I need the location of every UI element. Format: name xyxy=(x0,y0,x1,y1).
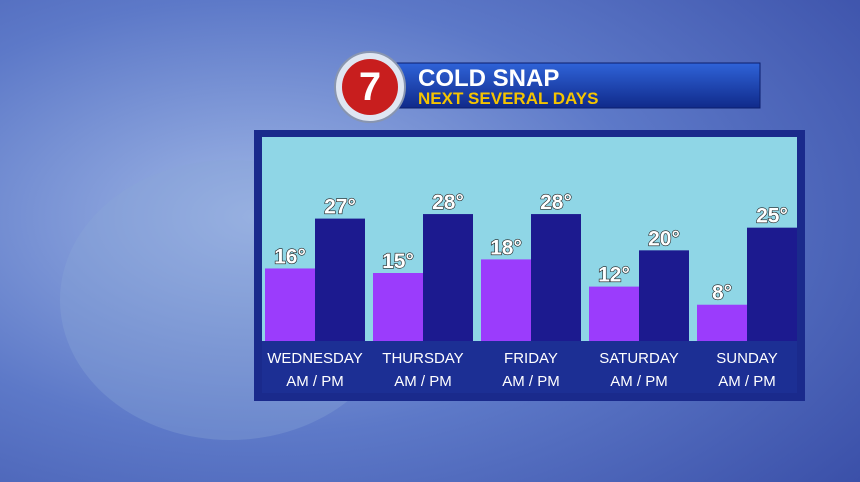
bar xyxy=(697,304,747,341)
value-label: 20° xyxy=(648,227,680,250)
bar xyxy=(531,214,581,341)
x-tick-label: SUNDAY xyxy=(716,350,777,367)
x-tick-label: FRIDAY xyxy=(504,350,558,367)
value-label: 16° xyxy=(274,245,306,268)
bar xyxy=(373,273,423,341)
header-banner xyxy=(387,62,761,109)
chart-subtitle: NEXT SEVERAL DAYS xyxy=(418,89,598,108)
bar xyxy=(747,227,797,341)
bar xyxy=(639,250,689,341)
bar xyxy=(315,218,365,341)
value-label: 8° xyxy=(712,282,732,305)
x-tick-sublabel: AM / PM xyxy=(610,373,668,390)
x-tick-label: WEDNESDAY xyxy=(267,350,363,367)
value-label: 27° xyxy=(324,196,356,219)
x-tick-sublabel: AM / PM xyxy=(394,373,452,390)
bar xyxy=(589,286,639,341)
value-label: 12° xyxy=(598,264,630,287)
value-label: 25° xyxy=(756,205,788,228)
label-area xyxy=(262,341,797,393)
bar xyxy=(481,259,531,341)
x-tick-sublabel: AM / PM xyxy=(718,373,776,390)
x-tick-label: THURSDAY xyxy=(382,350,463,367)
bar xyxy=(423,214,473,341)
chart-title: COLD SNAP xyxy=(418,65,559,92)
x-tick-sublabel: AM / PM xyxy=(502,373,560,390)
logo-disc xyxy=(342,59,398,115)
x-tick-label: SATURDAY xyxy=(599,350,678,367)
value-label: 28° xyxy=(432,191,464,214)
x-tick-sublabel: AM / PM xyxy=(286,373,344,390)
value-label: 18° xyxy=(490,236,522,259)
logo-text: 7 xyxy=(359,65,381,109)
value-label: 15° xyxy=(382,250,414,273)
bar xyxy=(265,268,315,341)
value-label: 28° xyxy=(540,191,572,214)
